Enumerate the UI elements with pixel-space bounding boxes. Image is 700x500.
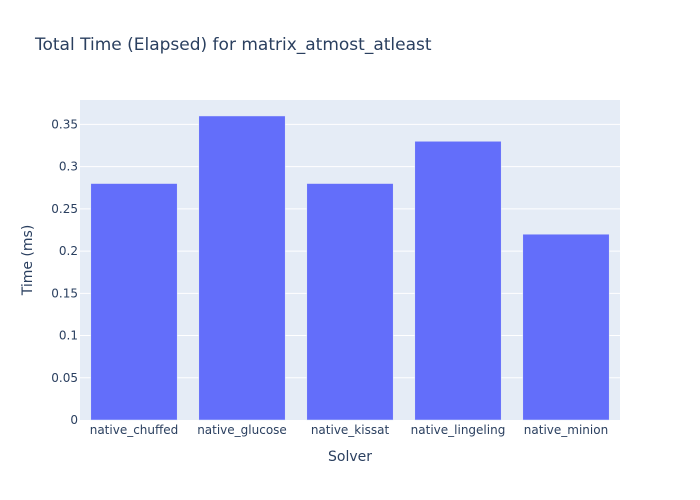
bar-native-glucose [198, 115, 286, 421]
y-axis-ticks: 0 0.05 0.1 0.15 0.2 0.25 0.3 0.35 [51, 117, 78, 427]
y-axis-title: Time (ms) [20, 225, 36, 297]
bar-native-lingeling [414, 141, 502, 421]
y-tick-label: 0.2 [59, 244, 78, 258]
y-tick-label: 0.15 [51, 286, 78, 300]
x-axis-title: Solver [328, 449, 372, 465]
chart-title: Total Time (Elapsed) for matrix_atmost_a… [34, 35, 432, 55]
bar-native-kissat [306, 183, 394, 421]
bars [90, 115, 610, 421]
x-tick-label: native_minion [524, 423, 608, 437]
y-tick-label: 0.25 [51, 202, 78, 216]
x-axis-ticks: native_chuffed native_glucose native_kissa… [90, 423, 608, 437]
y-tick-label: 0.05 [51, 371, 78, 385]
x-tick-label: native_chuffed [90, 423, 179, 437]
bar-native-chuffed [90, 183, 178, 421]
x-tick-label: native_kissat [311, 423, 390, 437]
y-tick-label: 0.3 [59, 160, 78, 174]
bar-native-minion [522, 233, 610, 421]
y-tick-label: 0.35 [51, 117, 78, 131]
x-tick-label: native_lingeling [411, 423, 506, 437]
y-tick-label: 0.1 [59, 329, 78, 343]
y-tick-label: 0 [70, 413, 78, 427]
x-tick-label: native_glucose [197, 423, 287, 437]
